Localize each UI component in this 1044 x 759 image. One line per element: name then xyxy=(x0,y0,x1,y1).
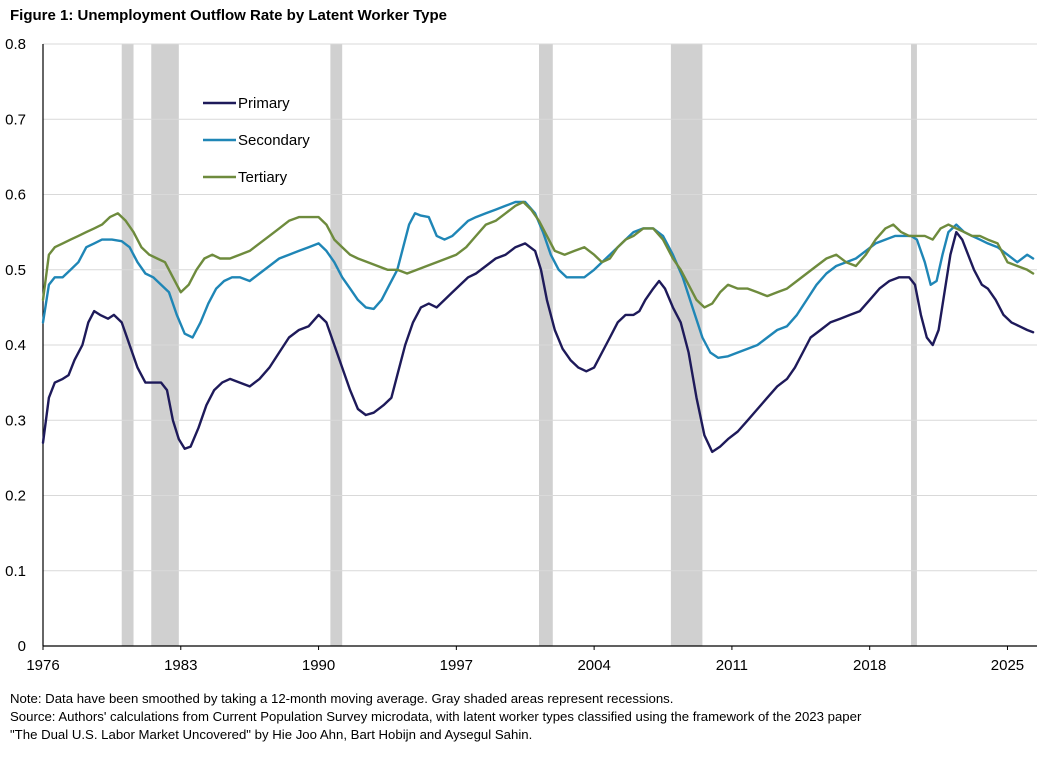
y-tick-label: 0.8 xyxy=(5,36,26,53)
x-tick-label: 2025 xyxy=(991,657,1024,674)
source-text-continued: "The Dual U.S. Labor Market Uncovered" b… xyxy=(10,727,533,742)
axes: 0 0.1 0.2 0.3 0.4 0.5 0.6 0.7 0.8 1976 1983 1990 199… xyxy=(5,36,1037,674)
x-tick-label: 1997 xyxy=(440,657,473,674)
y-tick-label: 0.3 xyxy=(5,412,26,429)
x-tick-label: 2011 xyxy=(716,657,748,674)
y-tick-label: 0.5 xyxy=(5,262,26,279)
legend-label-secondary: Secondary xyxy=(238,132,310,149)
legend-label-primary: Primary xyxy=(238,95,290,112)
y-tick-label: 0.7 xyxy=(5,111,26,128)
y-tick-label: 0.6 xyxy=(5,187,26,204)
series-line-primary xyxy=(41,230,1035,454)
y-tick-label: 0 xyxy=(18,638,26,655)
series-lines xyxy=(41,200,1035,454)
x-tick-label: 1990 xyxy=(302,657,335,674)
notes: Note: Data have been smoothed by taking … xyxy=(10,690,861,744)
y-tick-label: 0.1 xyxy=(5,563,26,580)
x-tick-label: 1983 xyxy=(164,657,197,674)
x-tick-label: 2004 xyxy=(577,657,610,674)
gridlines xyxy=(43,43,1037,572)
y-tick-label: 0.2 xyxy=(5,488,26,505)
series-line-secondary xyxy=(41,200,1035,359)
series-line-tertiary xyxy=(41,200,1035,309)
chart-title: Figure 1: Unemployment Outflow Rate by L… xyxy=(10,7,447,24)
line-chart: 0 0.1 0.2 0.3 0.4 0.5 0.6 0.7 0.8 1976 1983 1990 199… xyxy=(5,36,1037,674)
x-tick-label: 1976 xyxy=(26,657,59,674)
legend-label-tertiary: Tertiary xyxy=(238,169,288,186)
source-text: Source: Authors' calculations from Curre… xyxy=(10,709,862,724)
legend: Primary Secondary Tertiary xyxy=(203,95,310,186)
y-tick-label: 0.4 xyxy=(5,337,26,354)
x-tick-label: 2018 xyxy=(853,657,886,674)
note-text: Note: Data have been smoothed by taking … xyxy=(10,691,674,706)
